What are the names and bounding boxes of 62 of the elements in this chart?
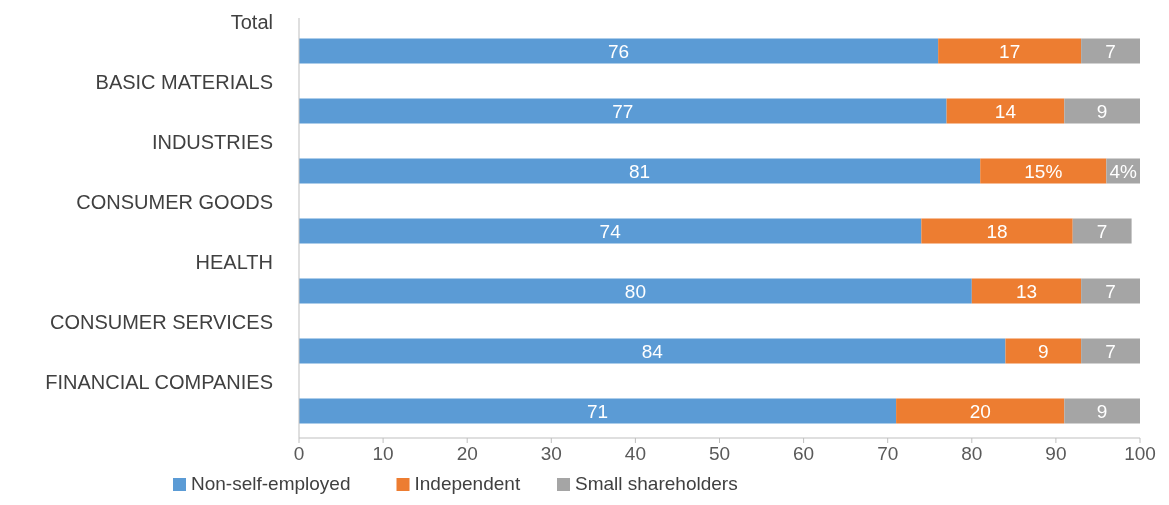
legend-label: Non-self-employed: [191, 473, 351, 494]
data-label: 76: [608, 40, 630, 62]
x-tick-label: 40: [624, 443, 646, 464]
bar: [980, 158, 1107, 184]
data-label: 77: [612, 100, 634, 122]
y-tick-label: CONSUMER GOODS: [76, 191, 273, 213]
data-label: 84: [641, 340, 664, 362]
bar: [938, 38, 1082, 64]
y-tick-label: INDUSTRIES: [151, 131, 273, 153]
y-tick-label: FINANCIAL COMPANIES: [45, 371, 273, 393]
bar: [1064, 398, 1140, 424]
bar: [1081, 338, 1140, 364]
x-tick-label: 50: [708, 443, 731, 464]
bar: [1005, 338, 1082, 364]
bar: [1072, 218, 1132, 244]
bar: [299, 278, 972, 304]
x-tick-label: 0: [293, 443, 305, 464]
bar: [921, 218, 1073, 244]
data-label: 17: [999, 40, 1021, 62]
data-label: 4%: [1109, 160, 1138, 182]
bar: [896, 398, 1065, 424]
data-label: 14: [994, 100, 1017, 122]
bar: [946, 98, 1065, 124]
bar: [1081, 38, 1140, 64]
bar: [299, 158, 981, 184]
bar: [1081, 278, 1140, 304]
data-label: 18: [986, 220, 1008, 242]
data-label: 9: [1096, 400, 1108, 422]
bar: [299, 398, 897, 424]
data-label: 80: [624, 280, 646, 302]
x-tick-label: 90: [1045, 443, 1067, 464]
data-label: 9: [1038, 340, 1049, 362]
y-tick-label: Total: [230, 11, 273, 33]
bar: [299, 38, 939, 64]
data-label: 9: [1096, 100, 1108, 122]
y-tick-label: HEALTH: [195, 251, 273, 273]
x-tick-label: 80: [961, 443, 983, 464]
legend-label: Small shareholders: [575, 473, 738, 494]
bar: [971, 278, 1082, 304]
data-label: 7: [1105, 340, 1116, 362]
x-tick-label: 70: [877, 443, 899, 464]
x-tick-label: 30: [540, 443, 562, 464]
y-tick-label: CONSUMER SERVICES: [49, 311, 273, 333]
data-label: 7: [1096, 220, 1108, 242]
bar: [299, 338, 1006, 364]
data-label: 71: [586, 400, 609, 422]
bar: [299, 98, 947, 124]
legend-label: Independent: [414, 473, 521, 494]
data-label: 74: [599, 220, 622, 242]
data-label: 15%: [1024, 160, 1063, 182]
data-label: 13: [1015, 280, 1038, 302]
y-tick-label: BASIC MATERIALS: [95, 71, 273, 93]
data-label: 81: [629, 160, 651, 182]
bar: [1064, 98, 1140, 124]
x-tick-label: 10: [372, 443, 394, 464]
bar: [299, 218, 922, 244]
x-tick-label: 100: [1124, 443, 1156, 464]
x-tick-label: 20: [456, 443, 478, 464]
data-label: 7: [1105, 280, 1116, 302]
x-tick-label: 60: [793, 443, 815, 464]
data-label: 7: [1105, 40, 1116, 62]
data-label: 20: [969, 400, 991, 422]
